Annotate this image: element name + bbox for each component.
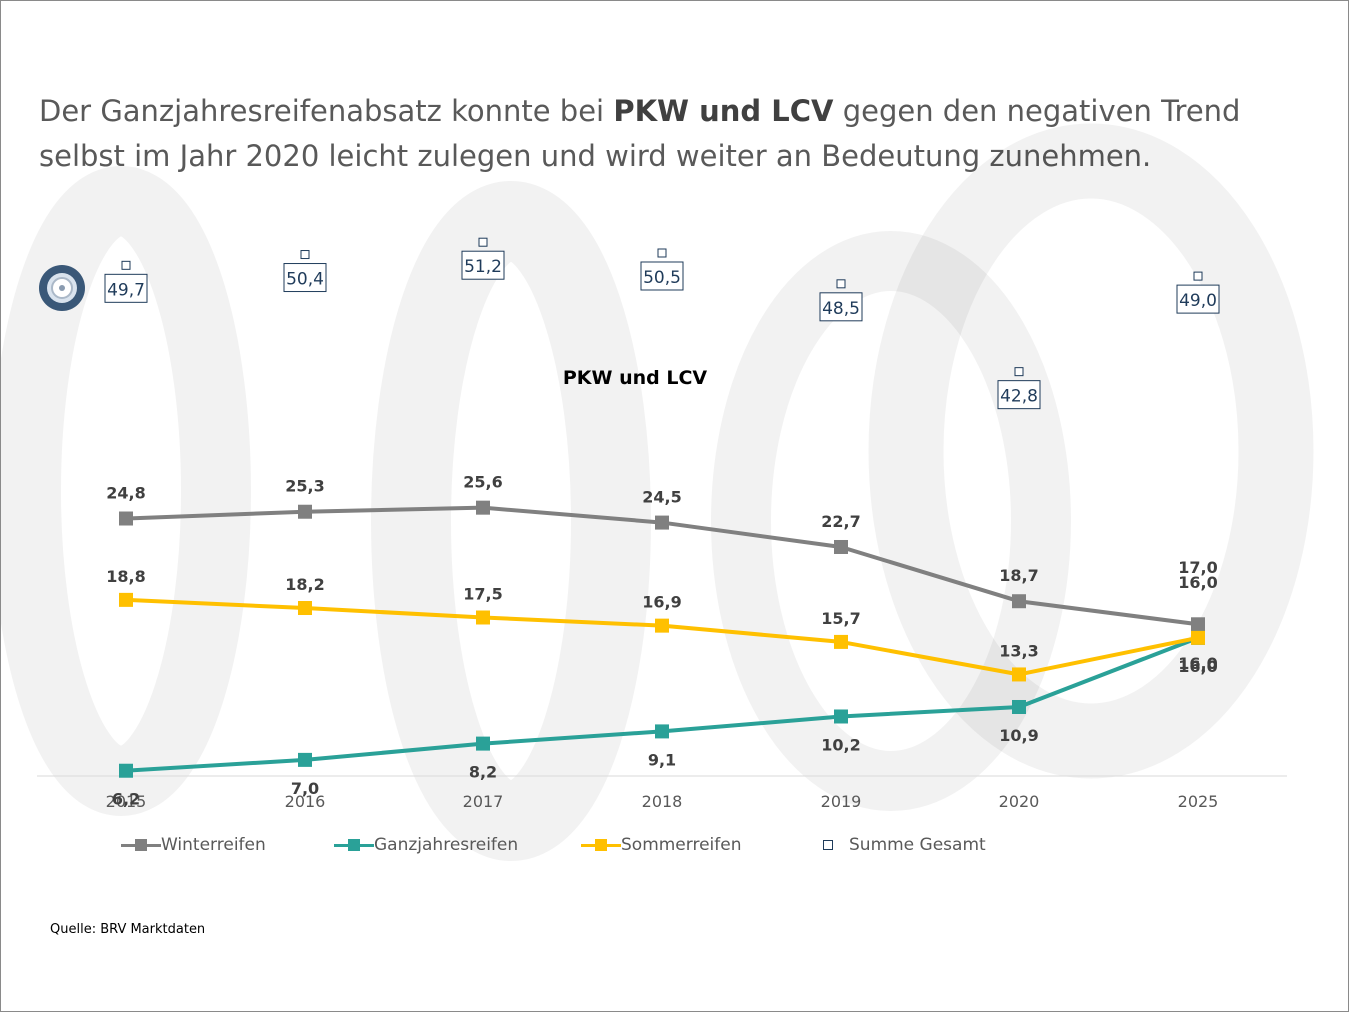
data-point-sommerreifen-2015 [119,592,133,607]
legend-label-sommerreifen: Sommerreifen [621,835,742,855]
total-label-2020: 42,8 [1000,387,1038,407]
headline-bold: PKW und LCV [613,94,834,128]
total-label-box-2019 [819,292,863,322]
legend-swatch-winterreifen [121,838,161,851]
data-label-winterreifen-2018: 24,5 [642,488,681,507]
legend-summe-gesamt[interactable]: Summe Gesamt [817,833,986,857]
data-point-winterreifen-2020 [1012,594,1026,609]
headline-text-1: Der Ganzjahresreifenabsatz konnte bei [39,94,614,128]
data-point-ganzjahresreifen-2019 [834,709,848,724]
x-tick-label-2018: 2018 [642,792,683,811]
data-point-winterreifen-2018 [655,515,669,530]
data-point-sommerreifen-2016 [298,601,312,616]
data-label-winterreifen-2025: 17,0 [1178,558,1217,577]
data-label-ganzjahresreifen-2018: 9,1 [648,750,676,769]
data-label-winterreifen-2019: 22,7 [821,512,860,531]
total-marker-2017 [478,237,488,247]
data-point-sommerreifen-2020 [1012,667,1026,682]
total-marker-2020 [1014,367,1024,377]
data-point-sommerreifen-2025 [1191,630,1205,645]
data-point-ganzjahresreifen-2017 [476,736,490,751]
data-label-ganzjahresreifen-2025-top: 16,0 [1178,573,1217,592]
data-point-winterreifen-2019 [834,539,848,554]
total-label-box-2015 [104,273,148,303]
data-label-ganzjahresreifen-2020: 10,9 [999,726,1038,745]
chart-title: PKW und LCV [563,367,708,389]
total-marker-2019 [836,279,846,289]
legend-swatch-summe-gesamt [823,840,833,850]
data-point-winterreifen-2015 [119,511,133,526]
legend-ganzjahresreifen[interactable]: Ganzjahresreifen [334,833,518,857]
legend-swatch-ganzjahresreifen [334,838,374,851]
data-label-sommerreifen-2017: 17,5 [463,585,502,604]
data-point-ganzjahresreifen-2020 [1012,699,1026,714]
headline-text-2: gegen den negativen Trend selbst im Jahr… [39,94,1241,173]
x-tick-label-2020: 2020 [999,792,1040,811]
legend-label-ganzjahresreifen: Ganzjahresreifen [374,835,519,855]
data-label-sommerreifen-2025: 16,0 [1178,654,1217,673]
legend-label-summe-gesamt: Summe Gesamt [849,835,986,855]
legend-swatch-sommerreifen [581,838,621,851]
legend-label-winterreifen: Winterreifen [161,835,266,855]
total-label-2018: 50,5 [643,268,681,288]
total-label-box-2016 [283,263,327,293]
x-tick-label-2017: 2017 [463,792,504,811]
data-point-winterreifen-2025 [1191,617,1205,632]
total-label-box-2025 [1176,284,1220,314]
total-label-2016: 50,4 [286,270,324,290]
data-label-ganzjahresreifen-2015: 6,2 [112,790,140,809]
data-label-ganzjahresreifen-2016: 7,0 [291,779,319,798]
total-marker-2016 [300,250,310,260]
total-label-2025: 49,0 [1179,291,1217,311]
tire-icon [39,265,85,311]
data-label-sommerreifen-2020: 13,3 [999,641,1038,660]
data-point-ganzjahresreifen-2016 [298,752,312,767]
x-tick-label-2019: 2019 [821,792,862,811]
total-marker-2015 [121,260,131,270]
data-point-sommerreifen-2017 [476,610,490,625]
data-label-sommerreifen-2018: 16,9 [642,593,681,612]
total-label-2015: 49,7 [107,280,145,300]
source-note: Quelle: BRV Marktdaten [50,922,206,937]
total-label-box-2020 [997,380,1041,410]
total-label-box-2018 [640,261,684,291]
total-marker-2018 [657,248,667,258]
data-label-winterreifen-2016: 25,3 [285,477,324,496]
x-tick-label-2025: 2025 [1178,792,1219,811]
data-label-ganzjahresreifen-2019: 10,2 [821,735,860,754]
data-label-ganzjahresreifen-2017: 8,2 [469,763,497,782]
data-label-sommerreifen-2016: 18,2 [285,575,324,594]
legend-sommerreifen[interactable]: Sommerreifen [581,833,741,857]
data-label-ganzjahresreifen-2025: 16,0 [1178,657,1217,676]
total-marker-2025 [1193,271,1203,281]
data-point-winterreifen-2016 [298,504,312,519]
headline: Der Ganzjahresreifenabsatz konnte bei PK… [39,89,1329,179]
total-label-2017: 51,2 [464,257,502,277]
data-point-ganzjahresreifen-2015 [119,763,133,778]
total-label-box-2017 [461,250,505,280]
data-label-sommerreifen-2015: 18,8 [106,567,145,586]
total-label-2019: 48,5 [822,299,860,319]
data-label-winterreifen-2017: 25,6 [463,473,502,492]
data-label-sommerreifen-2019: 15,7 [821,609,860,628]
data-point-sommerreifen-2018 [655,618,669,633]
background-tires [1,123,1314,861]
data-point-sommerreifen-2019 [834,634,848,649]
x-tick-label-2016: 2016 [285,792,326,811]
data-point-winterreifen-2017 [476,500,490,515]
data-point-ganzjahresreifen-2018 [655,724,669,739]
data-label-winterreifen-2020: 18,7 [999,566,1038,585]
legend-winterreifen[interactable]: Winterreifen [121,833,266,857]
data-label-winterreifen-2015: 24,8 [106,484,145,503]
x-tick-label-2015: 2015 [106,792,147,811]
